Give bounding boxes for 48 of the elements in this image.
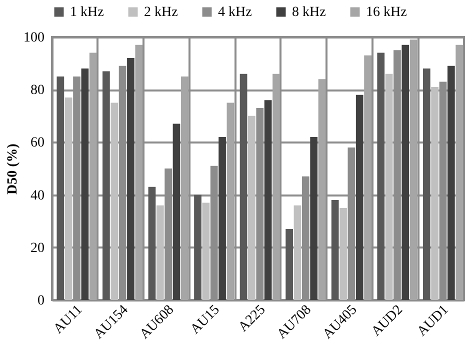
bar [456, 44, 464, 300]
bar [64, 97, 72, 300]
bar [110, 102, 118, 300]
y-tick-label: 0 [38, 294, 44, 308]
y-tick-label: 100 [24, 30, 44, 46]
legend-label: 2 kHz [144, 5, 178, 20]
y-tick-label: 40 [30, 188, 44, 204]
bar [218, 136, 226, 300]
bar [331, 200, 339, 300]
bar [240, 74, 248, 300]
bar [135, 44, 143, 300]
bar [340, 208, 347, 300]
bar [202, 202, 210, 300]
bar [356, 94, 364, 300]
bar [310, 136, 318, 300]
bar [447, 66, 455, 300]
legend-label: 16 kHz [366, 5, 407, 20]
bar [272, 74, 280, 300]
bar [226, 102, 234, 300]
y-axis-title: D50 (%) [6, 143, 20, 194]
legend-label: 1 kHz [70, 5, 104, 20]
legend-label: 4 kHz [218, 5, 252, 20]
bar [364, 55, 372, 300]
bar [248, 116, 256, 300]
bar [294, 205, 302, 300]
bar [286, 228, 293, 300]
y-tick-label: 60 [30, 136, 44, 151]
bar [402, 44, 410, 300]
bar [127, 58, 134, 300]
bar [264, 100, 272, 300]
bar [148, 186, 156, 300]
y-tick-label: 80 [30, 83, 44, 98]
bar [431, 86, 438, 300]
bar [156, 205, 164, 300]
bar [89, 52, 97, 300]
bar [410, 40, 418, 300]
bar [385, 74, 393, 300]
y-tick-label: 20 [30, 240, 44, 256]
bar [422, 68, 430, 300]
bar [81, 68, 89, 300]
bar [318, 79, 326, 300]
bar [56, 76, 64, 300]
bar [180, 76, 188, 300]
bar [172, 124, 180, 300]
legend-label: 8 kHz [292, 5, 326, 20]
bar [102, 71, 110, 300]
bar [377, 52, 385, 300]
bar [194, 194, 202, 300]
